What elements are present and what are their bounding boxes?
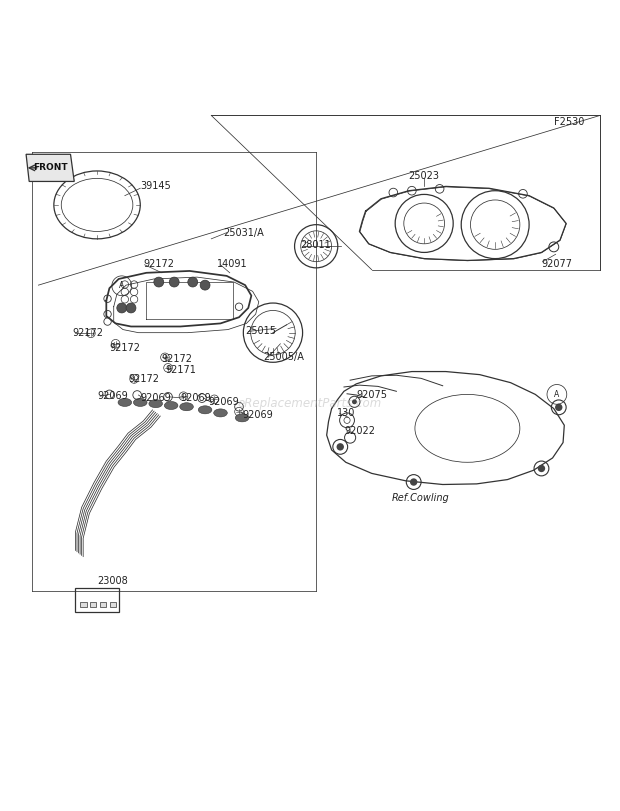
Ellipse shape <box>180 403 193 410</box>
Text: 92171: 92171 <box>165 365 196 375</box>
Text: F2530: F2530 <box>554 117 584 127</box>
Ellipse shape <box>214 409 228 417</box>
Text: 39145: 39145 <box>140 182 171 191</box>
Text: 92172: 92172 <box>143 259 174 268</box>
Text: 23008: 23008 <box>97 577 128 586</box>
Text: A: A <box>554 390 559 399</box>
Text: Ref.Cowling: Ref.Cowling <box>392 493 450 503</box>
FancyBboxPatch shape <box>110 603 116 607</box>
Text: eReplacementParts.com: eReplacementParts.com <box>238 397 382 410</box>
Text: 28011: 28011 <box>301 240 332 250</box>
Ellipse shape <box>164 401 178 410</box>
Text: A: A <box>119 281 125 290</box>
Text: 130: 130 <box>337 408 355 418</box>
Ellipse shape <box>118 398 131 406</box>
FancyBboxPatch shape <box>91 603 97 607</box>
Text: 14091: 14091 <box>218 259 248 268</box>
FancyBboxPatch shape <box>100 603 106 607</box>
Circle shape <box>200 281 210 290</box>
Circle shape <box>154 277 164 287</box>
Text: 92172: 92172 <box>128 374 159 384</box>
Text: 92069: 92069 <box>180 393 211 403</box>
Polygon shape <box>26 154 74 182</box>
Circle shape <box>117 303 126 313</box>
FancyBboxPatch shape <box>81 603 87 607</box>
Text: 92172: 92172 <box>73 328 104 338</box>
Circle shape <box>337 443 344 451</box>
Circle shape <box>169 277 179 287</box>
Text: 92069: 92069 <box>140 393 171 403</box>
Circle shape <box>555 404 562 411</box>
Circle shape <box>126 303 136 313</box>
Circle shape <box>188 277 198 287</box>
Circle shape <box>538 465 545 472</box>
Circle shape <box>352 399 357 404</box>
Circle shape <box>410 478 417 486</box>
Text: 25005/A: 25005/A <box>264 352 304 363</box>
Text: 92077: 92077 <box>541 259 572 268</box>
Text: FRONT: FRONT <box>33 163 68 173</box>
Ellipse shape <box>198 406 212 414</box>
Text: 92172: 92172 <box>109 343 140 353</box>
Text: 92069: 92069 <box>97 391 128 401</box>
Text: 92075: 92075 <box>356 390 388 400</box>
Text: 25023: 25023 <box>409 171 440 181</box>
Text: 92022: 92022 <box>345 427 376 436</box>
Text: 92172: 92172 <box>162 354 193 364</box>
Ellipse shape <box>133 398 147 406</box>
Ellipse shape <box>149 400 162 408</box>
Text: 92069: 92069 <box>208 397 239 407</box>
Ellipse shape <box>236 414 249 422</box>
Text: 25031/A: 25031/A <box>224 228 264 238</box>
Text: 92069: 92069 <box>242 410 273 420</box>
Text: 25015: 25015 <box>245 326 276 336</box>
